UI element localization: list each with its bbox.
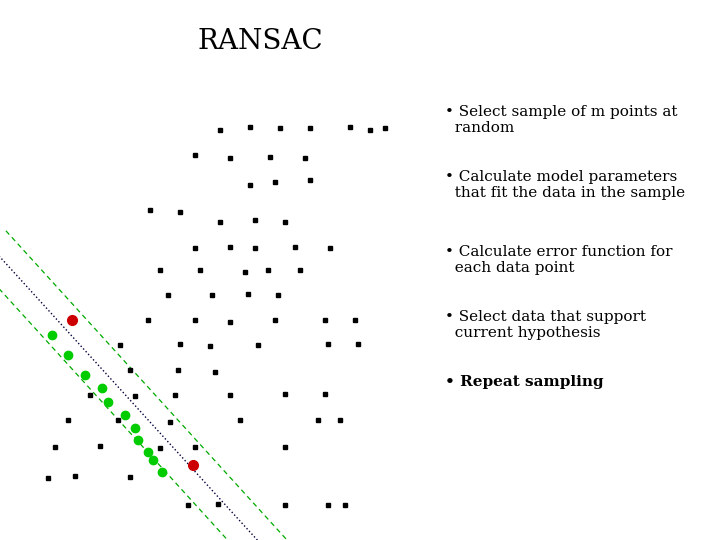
Text: • Select sample of m points at
  random: • Select sample of m points at random <box>445 105 678 135</box>
Text: RANSAC: RANSAC <box>197 28 323 55</box>
Text: • Repeat sampling: • Repeat sampling <box>445 375 603 389</box>
Text: • Calculate model parameters
  that fit the data in the sample: • Calculate model parameters that fit th… <box>445 170 685 200</box>
Text: • Select data that support
  current hypothesis: • Select data that support current hypot… <box>445 310 646 340</box>
Text: • Calculate error function for
  each data point: • Calculate error function for each data… <box>445 245 672 275</box>
